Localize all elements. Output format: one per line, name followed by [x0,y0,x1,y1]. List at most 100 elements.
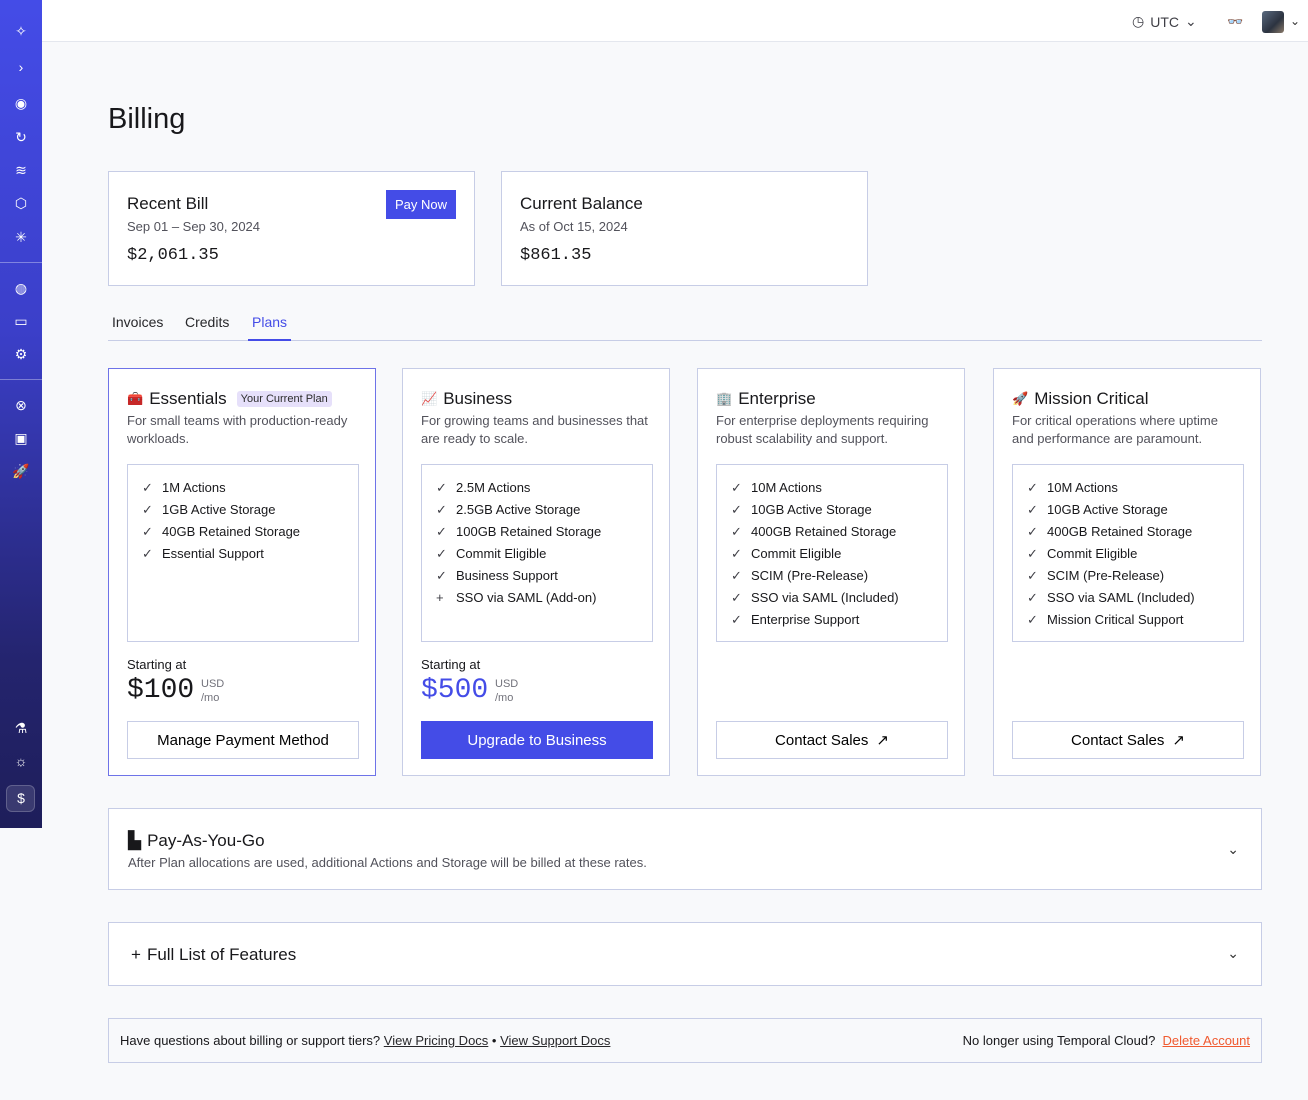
tab-invoices[interactable]: Invoices [112,314,164,330]
data-encoder-icon[interactable]: 👓 [1227,14,1244,29]
usage-icon[interactable]: ◍ [14,279,28,296]
upgrade-button[interactable]: Upgrade to Business [421,721,653,759]
starting-at-label: Starting at [421,657,481,672]
feature-item: ✓ Business Support [436,565,638,587]
feature-item: ✓ SSO via SAML (Included) [731,587,933,609]
theme-icon[interactable]: ☼ [14,753,28,769]
feature-label: Mission Critical Support [1047,612,1184,627]
chevron-down-icon[interactable]: ⌄ [1227,945,1239,961]
feature-label: Essential Support [162,546,264,561]
contact-sales-button[interactable]: Contact Sales ↗ [716,721,948,759]
features-title: Full List of Features [146,945,297,964]
full-features-section[interactable]: + Full List of Features ⌄ [108,922,1262,986]
plus-icon: + [436,590,444,605]
feature-item: ✓ 1GB Active Storage [142,499,344,521]
payg-description: After Plan allocations are used, additio… [128,855,647,870]
labs-icon[interactable]: ⚗ [14,719,28,736]
feature-list: ✓ 2.5M Actions ✓ 2.5GB Active Storage ✓ 100GB… [421,464,653,642]
help-question: Have questions about billing or support … [120,1033,381,1048]
pay-as-you-go-section[interactable]: ▙ Pay-As-You-Go After Plan allocations ar… [108,808,1262,890]
feature-label: 2.5M Actions [456,480,531,495]
check-icon: ✓ [142,524,153,539]
billing-active-icon[interactable]: $ [17,790,25,806]
plan-description: For enterprise deployments requiring rob… [716,413,929,446]
external-link-icon: ↗ [876,732,889,749]
asterisk-icon[interactable]: ✳ [15,228,27,245]
feature-label: 1GB Active Storage [162,502,276,517]
feature-item: ✓ 400GB Retained Storage [731,521,933,543]
check-icon: ✓ [1027,590,1038,605]
avatar[interactable] [1262,11,1284,33]
support-docs-link[interactable]: View Support Docs [500,1033,611,1048]
package-icon[interactable]: ⬡ [14,194,28,211]
feature-item: ✓ 10GB Active Storage [1027,499,1229,521]
plan-card: 📈 Business For growing teams and business… [402,368,670,776]
period: /mo [495,692,514,704]
billing-active-button[interactable] [6,785,35,812]
check-icon: ✓ [731,568,742,583]
feature-item: ✓ 2.5M Actions [436,477,638,499]
namespaces-icon[interactable]: ◉ [14,94,28,111]
support-icon[interactable]: ⊗ [15,396,27,413]
feature-item: ✓ 2.5GB Active Storage [436,499,638,521]
tab-credits[interactable]: Credits [185,314,230,330]
check-icon: ✓ [436,546,447,561]
feature-item: ✓ 400GB Retained Storage [1027,521,1229,543]
sidebar: ✧ › ◉ ↻ ≋ ⬡ ✳ ◍ ▭ ⚙ ⊗ ▣ 🚀 ⚗ ☼ $ [0,0,42,828]
feature-item: ✓ Mission Critical Support [1027,609,1229,631]
feature-label: 2.5GB Active Storage [456,502,581,517]
feature-item: ✓ 1M Actions [142,477,344,499]
plan-card: 🏢 Enterprise For enterprise deployments r… [697,368,965,776]
feature-label: Enterprise Support [751,612,860,627]
feature-label: 400GB Retained Storage [751,524,897,539]
rocket-icon: 🚀 [1012,391,1029,406]
check-icon: ✓ [142,480,153,495]
divider [0,379,42,380]
feature-label: 10GB Active Storage [751,502,872,517]
button-label: Contact Sales [1071,731,1165,749]
pay-now-button[interactable]: Pay Now [385,190,456,219]
tab-plans[interactable]: Plans [248,314,292,341]
check-icon: ✓ [731,480,742,495]
temporal-logo-icon[interactable]: ✧ [15,22,27,39]
feature-label: 100GB Retained Storage [456,524,602,539]
expand-icon[interactable]: › [18,59,24,75]
check-icon: ✓ [1027,612,1038,627]
delete-account-link[interactable]: Delete Account [1162,1033,1250,1048]
settings-icon[interactable]: ⚙ [14,345,28,362]
feature-item: ✓ SCIM (Pre-Release) [1027,565,1229,587]
timezone-select[interactable]: ◷ UTC ⌄ [1132,13,1197,30]
feature-label: 400GB Retained Storage [1047,524,1193,539]
plan-name: Business [443,389,513,408]
clock-icon: ◷ [1132,13,1145,29]
feature-item: ✓ SSO via SAML (Included) [1027,587,1229,609]
getting-started-icon[interactable]: 🚀 [12,462,30,479]
divider [0,262,42,263]
layers-icon[interactable]: ≋ [15,161,27,178]
feature-label: SSO via SAML (Add-on) [456,590,597,605]
check-icon: ✓ [731,612,742,627]
chevron-down-icon[interactable]: ⌄ [1290,14,1301,28]
feature-label: Commit Eligible [456,546,547,561]
plan-name: Mission Critical [1034,389,1149,408]
recent-bill-title: Recent Bill [127,194,209,213]
button-label: Contact Sales [775,731,869,749]
chevron-down-icon[interactable]: ⌄ [1227,841,1239,857]
feedback-icon[interactable]: ▣ [14,429,28,446]
pricing-docs-link[interactable]: View Pricing Docs [383,1033,489,1048]
check-icon: ✓ [1027,524,1038,539]
current-balance-card: Current Balance As of Oct 15, 2024 $861.… [501,171,868,286]
check-icon: ✓ [142,546,153,561]
check-icon: ✓ [436,480,447,495]
billing-icon[interactable]: ▭ [14,312,28,329]
feature-item: ✓ 40GB Retained Storage [142,521,344,543]
price-unit: USD/mo [201,677,224,705]
manage-payment-button[interactable]: Manage Payment Method [127,721,359,759]
check-icon: ✓ [1027,502,1038,517]
history-icon[interactable]: ↻ [15,128,27,145]
check-icon: ✓ [1027,546,1038,561]
current-plan-badge: Your Current Plan [236,391,332,407]
check-icon: ✓ [436,524,447,539]
contact-sales-button[interactable]: Contact Sales ↗ [1012,721,1244,759]
balance-title: Current Balance [520,194,643,213]
